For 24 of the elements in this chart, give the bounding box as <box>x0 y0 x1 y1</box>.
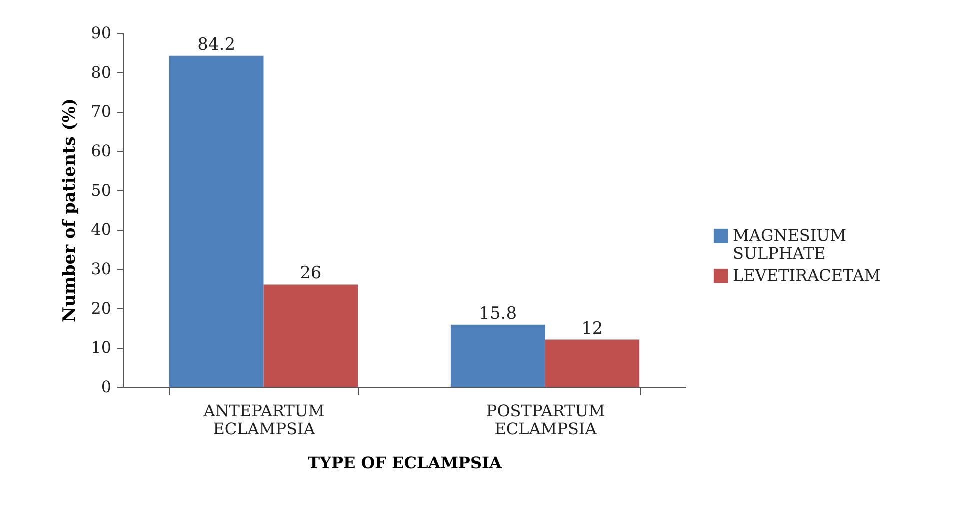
data-label: 26 <box>300 264 322 284</box>
y-tick-label: 20 <box>91 298 112 318</box>
y-tick-label: 50 <box>91 180 112 200</box>
bar <box>545 340 640 387</box>
data-label: 12 <box>582 318 604 339</box>
data-label: 15.8 <box>479 304 518 324</box>
y-tick-label: 0 <box>101 378 112 396</box>
legend-label: LEVETIRACETAM <box>733 266 881 285</box>
bar <box>264 284 358 387</box>
x-tick-label: ANTEPARTUM ECLAMPSIA <box>202 402 325 438</box>
data-label: 84.2 <box>198 34 236 55</box>
y-tick-label: 90 <box>91 24 112 42</box>
y-tick-label: 60 <box>91 142 112 160</box>
bar <box>450 324 546 387</box>
y-tick-label: 70 <box>91 102 112 122</box>
x-axis-title: TYPE OF ECLAMPSIA <box>308 454 502 472</box>
y-axis-title: Number of patients (%) <box>60 98 80 323</box>
x-tick-label: POSTPARTUM ECLAMPSIA <box>486 402 606 438</box>
y-tick-label: 40 <box>91 220 112 240</box>
y-tick-label: 30 <box>91 260 112 278</box>
bar <box>169 56 264 387</box>
legend-label: MAGNESIUM SULPHATE <box>733 226 847 263</box>
y-tick-label: 10 <box>91 338 112 358</box>
y-tick-label: 80 <box>91 62 112 82</box>
